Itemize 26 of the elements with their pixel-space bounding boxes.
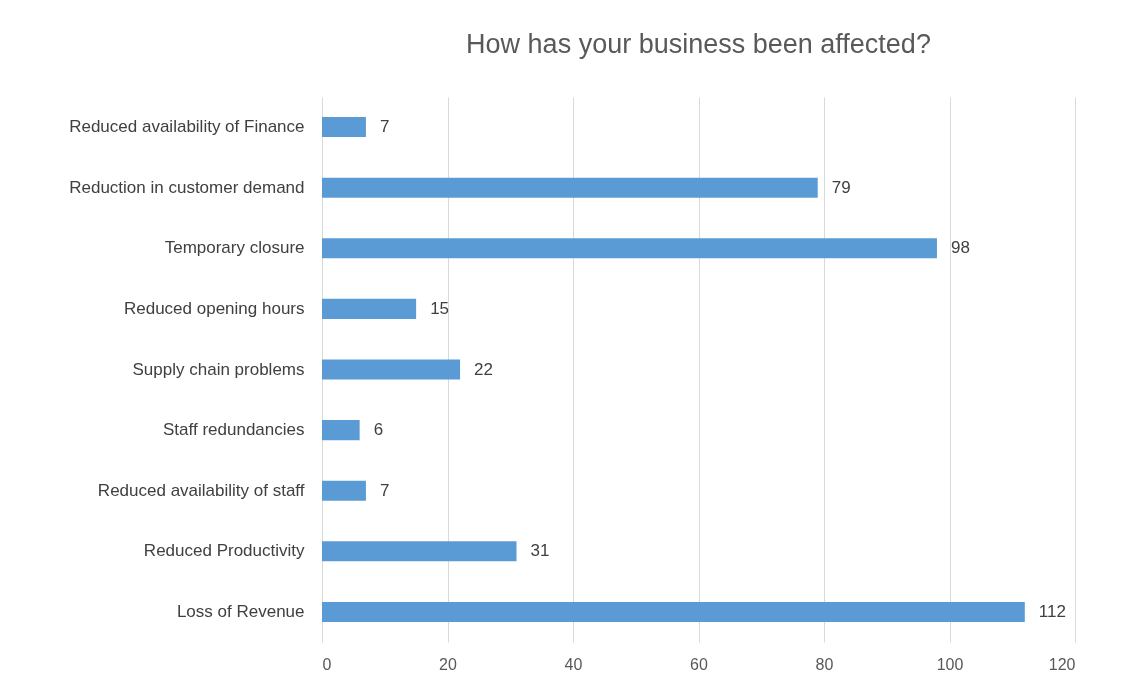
data-label: 79 <box>831 177 851 197</box>
x-tick-label: 120 <box>1048 655 1076 673</box>
x-tick-label: 40 <box>564 655 583 673</box>
data-label: 7 <box>379 117 390 137</box>
y-tick-label: Staff redundancies <box>163 420 305 440</box>
data-label: 22 <box>474 359 493 379</box>
x-tick-label: 100 <box>936 655 964 673</box>
data-label: 15 <box>430 298 450 318</box>
chart-title: How has your business been affected? <box>466 29 931 59</box>
y-tick-label: Reduction in customer demand <box>69 177 305 197</box>
x-tick-label: 80 <box>815 655 834 673</box>
y-tick-label: Reduced availability of Finance <box>69 117 305 137</box>
data-label: 98 <box>950 238 970 258</box>
y-tick-label: Loss of Revenue <box>176 601 305 621</box>
y-tick-label: Reduced opening hours <box>123 298 305 318</box>
y-tick-label: Reduced Productivity <box>143 541 305 561</box>
data-label: 112 <box>1038 601 1066 621</box>
data-label: 31 <box>530 541 550 561</box>
y-tick-label: Reduced availability of staff <box>97 480 305 500</box>
y-tick-label: Supply chain problems <box>132 359 305 379</box>
x-tick-label: 60 <box>690 655 708 673</box>
data-label: 6 <box>373 420 384 440</box>
x-tick-label: 0 <box>322 655 332 673</box>
y-tick-label: Temporary closure <box>164 238 305 258</box>
x-tick-label: 20 <box>439 655 457 673</box>
data-label: 7 <box>379 480 390 500</box>
